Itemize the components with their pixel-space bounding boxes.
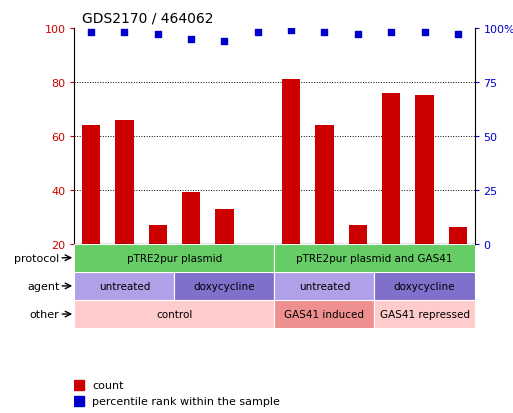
Text: untreated: untreated [299, 281, 350, 291]
Bar [315, 126, 333, 298]
Bar [74, 396, 84, 406]
Text: protocol: protocol [14, 253, 60, 263]
Point [453, 32, 462, 39]
Bar [74, 272, 174, 300]
Point [420, 30, 428, 36]
Point [87, 30, 95, 36]
Text: GDS2170 / 464062: GDS2170 / 464062 [83, 11, 214, 25]
Point [120, 30, 128, 36]
Text: control: control [156, 309, 192, 319]
Point [353, 32, 362, 39]
Point [187, 36, 195, 43]
Text: doxycycline: doxycycline [394, 281, 455, 291]
Text: doxycycline: doxycycline [194, 281, 255, 291]
Text: agent: agent [27, 281, 60, 291]
Text: untreated: untreated [98, 281, 150, 291]
Bar [149, 225, 167, 298]
Bar [349, 225, 367, 298]
Text: GAS41 repressed: GAS41 repressed [380, 309, 469, 319]
Text: percentile rank within the sample: percentile rank within the sample [92, 396, 280, 406]
Bar [74, 244, 274, 272]
Text: pTRE2pur plasmid and GAS41: pTRE2pur plasmid and GAS41 [296, 253, 453, 263]
Bar [74, 300, 274, 328]
Bar [449, 228, 467, 298]
Bar [374, 300, 475, 328]
Point [253, 30, 262, 36]
Bar [416, 96, 433, 298]
Bar [82, 126, 100, 298]
Text: count: count [92, 380, 124, 390]
Point [287, 28, 295, 34]
Point [387, 30, 395, 36]
Point [220, 38, 228, 45]
Bar [174, 272, 274, 300]
Bar [115, 120, 133, 298]
Bar [374, 272, 475, 300]
Bar [215, 209, 233, 298]
Bar [74, 380, 84, 390]
Text: pTRE2pur plasmid: pTRE2pur plasmid [127, 253, 222, 263]
Point [153, 32, 162, 39]
Point [320, 30, 328, 36]
Bar [274, 300, 374, 328]
Bar [182, 193, 200, 298]
Bar [382, 93, 400, 298]
Text: other: other [30, 309, 60, 319]
Bar [274, 272, 374, 300]
Bar [249, 292, 267, 298]
Bar [282, 80, 300, 298]
Bar [274, 244, 475, 272]
Text: GAS41 induced: GAS41 induced [285, 309, 364, 319]
